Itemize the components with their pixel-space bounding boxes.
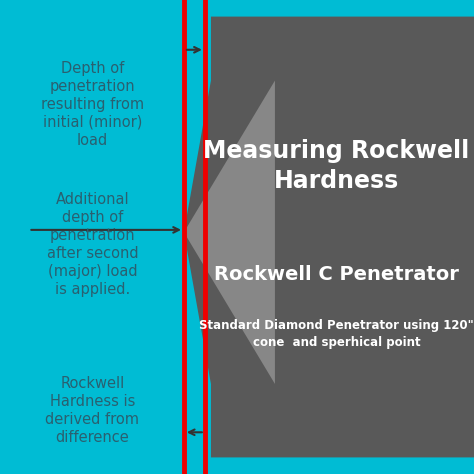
Text: Rockwell
Hardness is
derived from
difference: Rockwell Hardness is derived from differ… xyxy=(46,375,139,445)
Text: Measuring Rockwell
Hardness: Measuring Rockwell Hardness xyxy=(203,139,470,193)
Text: Depth of
penetration
resulting from
initial (minor)
load: Depth of penetration resulting from init… xyxy=(41,61,144,148)
Text: Rockwell C Penetrator: Rockwell C Penetrator xyxy=(214,265,459,284)
Text: Additional
depth of
penetration
after second
(major) load
is applied.: Additional depth of penetration after se… xyxy=(46,191,138,297)
Polygon shape xyxy=(184,17,474,457)
Text: Standard Diamond Penetrator using 120"
cone  and sperhical point: Standard Diamond Penetrator using 120" c… xyxy=(199,319,474,349)
Polygon shape xyxy=(184,81,275,384)
